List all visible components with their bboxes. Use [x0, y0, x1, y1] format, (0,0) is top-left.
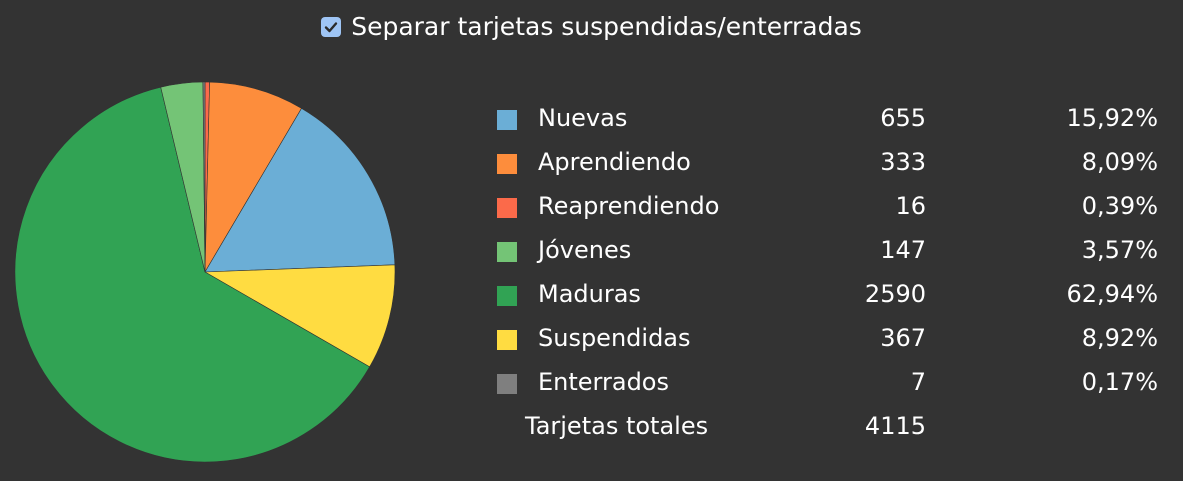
legend-label: Nuevas	[538, 104, 628, 132]
legend-count: 7	[910, 368, 926, 396]
legend-percent: 62,94%	[1066, 280, 1158, 308]
legend-count: 333	[880, 148, 926, 176]
legend-swatch	[497, 154, 517, 174]
legend-label: Suspendidas	[538, 324, 691, 352]
legend-count: 147	[880, 236, 926, 264]
legend-swatch	[497, 374, 517, 394]
legend-count: 2590	[864, 280, 926, 308]
legend-label: Jóvenes	[538, 236, 632, 264]
legend-row: Jóvenes 147 3,57%	[490, 231, 1170, 275]
legend-row: Maduras 2590 62,94%	[490, 275, 1170, 319]
legend-row: Reaprendiendo 16 0,39%	[490, 187, 1170, 231]
legend-label: Reaprendiendo	[538, 192, 720, 220]
checkbox[interactable]	[321, 17, 342, 37]
legend-row: Aprendiendo 333 8,09%	[490, 143, 1170, 187]
legend-percent: 8,92%	[1081, 324, 1158, 352]
separate-suspended-toggle[interactable]: Separar tarjetas suspendidas/enterradas	[321, 10, 862, 44]
legend-percent: 15,92%	[1066, 104, 1158, 132]
legend-row: Suspendidas 367 8,92%	[490, 319, 1170, 363]
legend-row: Enterrados 7 0,17%	[490, 363, 1170, 407]
legend-label: Maduras	[538, 280, 641, 308]
pie-slice-enterrados	[202, 81, 206, 273]
pie-slice-aprendiendo	[204, 81, 302, 274]
pie-slice-suspendidas	[203, 264, 396, 368]
pie-slice-nuevas	[204, 107, 396, 273]
legend-table: Nuevas 655 15,92% Aprendiendo 333 8,09% Reapre…	[490, 99, 1170, 451]
total-label: Tarjetas totales	[525, 412, 709, 440]
legend-swatch	[497, 198, 517, 218]
legend-swatch	[497, 286, 517, 306]
legend-label: Aprendiendo	[538, 148, 691, 176]
checkbox-label: Separar tarjetas suspendidas/enterradas	[351, 12, 862, 41]
legend-percent: 8,09%	[1081, 148, 1158, 176]
legend-percent: 0,17%	[1081, 368, 1158, 396]
legend-count: 655	[880, 104, 926, 132]
legend-percent: 0,39%	[1081, 192, 1158, 220]
total-row: Tarjetas totales 4115	[490, 407, 1170, 451]
pie-chart	[14, 81, 396, 463]
legend-swatch	[497, 110, 517, 130]
legend-count: 16	[895, 192, 926, 220]
legend-swatch	[497, 242, 517, 262]
legend-row: Nuevas 655 15,92%	[490, 99, 1170, 143]
pie-slice-maduras	[14, 86, 371, 463]
header: Separar tarjetas suspendidas/enterradas	[0, 10, 1183, 46]
legend-swatch	[497, 330, 517, 350]
total-count: 4115	[864, 412, 926, 440]
legend-count: 367	[880, 324, 926, 352]
legend-label: Enterrados	[538, 368, 669, 396]
legend-percent: 3,57%	[1081, 236, 1158, 264]
checkmark-icon	[325, 22, 338, 33]
